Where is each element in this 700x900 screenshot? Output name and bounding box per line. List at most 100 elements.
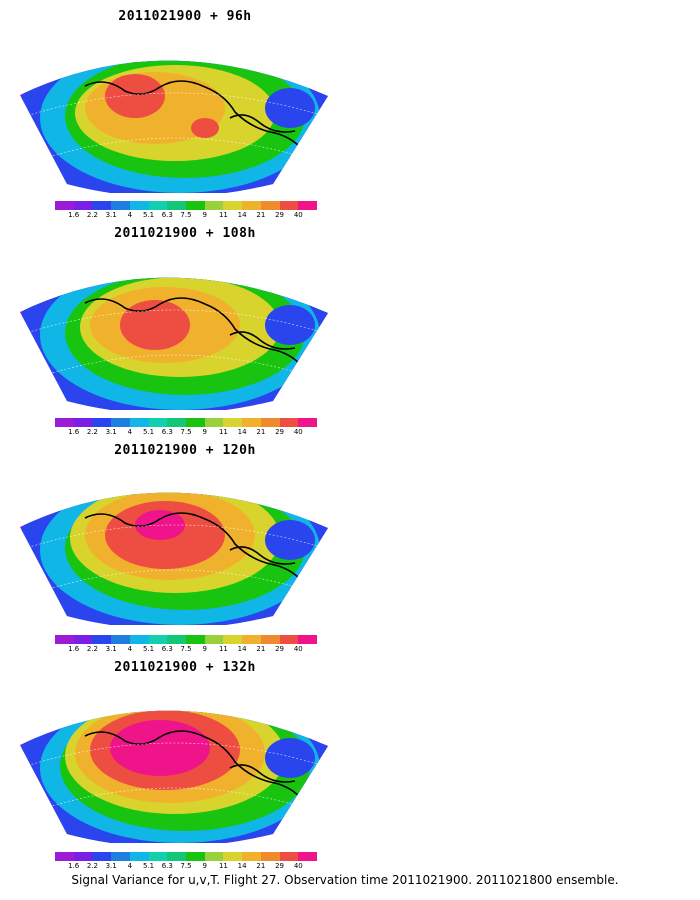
colorbar-swatch <box>223 852 243 861</box>
colorbar-swatch <box>279 635 299 644</box>
panel-title-4: 2011021900 + 132h <box>114 660 256 675</box>
colorbar-tick-label: 7.5 <box>180 211 192 219</box>
colorbar-swatch <box>129 418 149 427</box>
colorbar-tick-label: 11 <box>218 862 228 870</box>
colorbar-swatch <box>148 418 168 427</box>
colorbar-tick-label: 6.3 <box>161 428 173 436</box>
colorbar-swatch <box>73 635 93 644</box>
colorbar-tick-label: 7.5 <box>180 428 192 436</box>
colorbar-tick-label: 21 <box>256 211 266 219</box>
forecast-map-3 <box>20 492 328 625</box>
colorbar-swatch <box>279 418 299 427</box>
colorbar-tick-label: 4 <box>127 645 133 653</box>
colorbar-swatch <box>279 852 299 861</box>
colorbar-swatch <box>111 635 130 644</box>
colorbar-swatch <box>129 852 149 861</box>
colorbar-swatch <box>73 201 93 210</box>
colorbar-tick-label: 21 <box>256 645 266 653</box>
figure-caption: Signal Variance for u,v,T. Flight 27. Ob… <box>71 873 619 887</box>
colorbar-tick-label: 7.5 <box>180 862 192 870</box>
colorbar-swatch <box>55 201 74 210</box>
colorbar-tick-label: 11 <box>218 428 228 436</box>
colorbar-swatch <box>92 852 112 861</box>
colorbar-swatch <box>242 852 261 861</box>
colorbar-tick-label: 4 <box>127 862 133 870</box>
colorbar-tick-label: 29 <box>275 645 285 653</box>
colorbar-swatch <box>260 201 280 210</box>
forecast-map-2 <box>20 277 328 410</box>
colorbar-swatch <box>73 852 93 861</box>
colorbar-swatch <box>223 418 243 427</box>
colorbar-tick-label: 3.1 <box>105 645 117 653</box>
colorbar-tick-label: 4 <box>127 211 133 219</box>
colorbar-tick-label: 4 <box>127 428 133 436</box>
colorbar-tick-label: 3.1 <box>105 211 117 219</box>
colorbar-tick-label: 9 <box>202 428 207 436</box>
colorbar-tick-label: 29 <box>275 862 285 870</box>
colorbar-swatch <box>55 418 74 427</box>
colorbar-swatch <box>223 201 243 210</box>
colorbar-tick-label: 14 <box>237 862 247 870</box>
colorbar-swatch <box>298 201 318 210</box>
colorbar-swatch <box>204 418 224 427</box>
colorbar-1 <box>55 201 318 210</box>
colorbar-tick-label: 14 <box>237 211 247 219</box>
colorbar-tick-label: 1.6 <box>68 211 80 219</box>
colorbar-tick-label: 11 <box>218 211 228 219</box>
colorbar-tick-label: 29 <box>275 428 285 436</box>
colorbar-swatch <box>148 635 168 644</box>
colorbar-tick-label: 2.2 <box>86 211 98 219</box>
colorbar-tick-label: 40 <box>293 862 303 870</box>
colorbar-labels-4: 1.6 2.2 3.1 4 5.1 6.3 7.5 9 11 14 21 29 40 <box>47 862 325 872</box>
colorbar-tick-label: 1.6 <box>68 645 80 653</box>
colorbar-tick-label: 5.1 <box>142 428 155 436</box>
colorbar-tick-label: 40 <box>293 211 303 219</box>
colorbar-swatch <box>167 852 187 861</box>
colorbar-swatch <box>186 418 205 427</box>
colorbar-swatch <box>242 635 261 644</box>
colorbar-swatch <box>129 635 149 644</box>
colorbar-tick-label: 11 <box>218 645 228 653</box>
colorbar-swatch <box>92 201 112 210</box>
colorbar-tick-label: 2.2 <box>86 862 98 870</box>
colorbar-swatch <box>298 852 318 861</box>
colorbar-swatch <box>167 201 187 210</box>
colorbar-swatch <box>55 635 74 644</box>
colorbar-tick-label: 6.3 <box>161 211 173 219</box>
colorbar-swatch <box>204 201 224 210</box>
colorbar-swatch <box>279 201 299 210</box>
colorbar-swatch <box>260 852 280 861</box>
colorbar-tick-label: 2.2 <box>86 645 98 653</box>
colorbar-swatch <box>92 635 112 644</box>
colorbar-tick-label: 3.1 <box>105 428 117 436</box>
colorbar-tick-label: 14 <box>237 645 247 653</box>
colorbar-tick-label: 21 <box>256 862 266 870</box>
colorbar-tick-label: 9 <box>202 645 207 653</box>
colorbar-tick-label: 29 <box>275 211 285 219</box>
colorbar-swatch <box>167 635 187 644</box>
forecast-map-1 <box>20 60 328 193</box>
colorbar-tick-label: 40 <box>293 428 303 436</box>
colorbar-labels-1: 1.6 2.2 3.1 4 5.1 6.3 7.5 9 11 14 21 29 40 <box>47 211 325 221</box>
colorbar-swatch <box>186 201 205 210</box>
colorbar-swatch <box>204 635 224 644</box>
colorbar-swatch <box>242 418 261 427</box>
colorbar-swatch <box>111 418 130 427</box>
colorbar-tick-label: 5.1 <box>142 211 155 219</box>
forecast-map-4 <box>20 710 328 843</box>
colorbar-swatch <box>111 201 130 210</box>
colorbar-tick-label: 21 <box>256 428 266 436</box>
colorbar-tick-label: 9 <box>202 862 207 870</box>
colorbar-4 <box>55 852 318 861</box>
colorbar-swatch <box>204 852 224 861</box>
panel-title-3: 2011021900 + 120h <box>114 443 256 458</box>
colorbar-swatch <box>92 418 112 427</box>
colorbar-swatch <box>148 852 168 861</box>
colorbar-2 <box>55 418 318 427</box>
panel-title-1: 2011021900 + 96h <box>118 9 252 24</box>
colorbar-3 <box>55 635 318 644</box>
colorbar-tick-label: 3.1 <box>105 862 117 870</box>
colorbar-tick-label: 6.3 <box>161 645 173 653</box>
colorbar-tick-label: 7.5 <box>180 645 192 653</box>
colorbar-swatch <box>55 852 74 861</box>
